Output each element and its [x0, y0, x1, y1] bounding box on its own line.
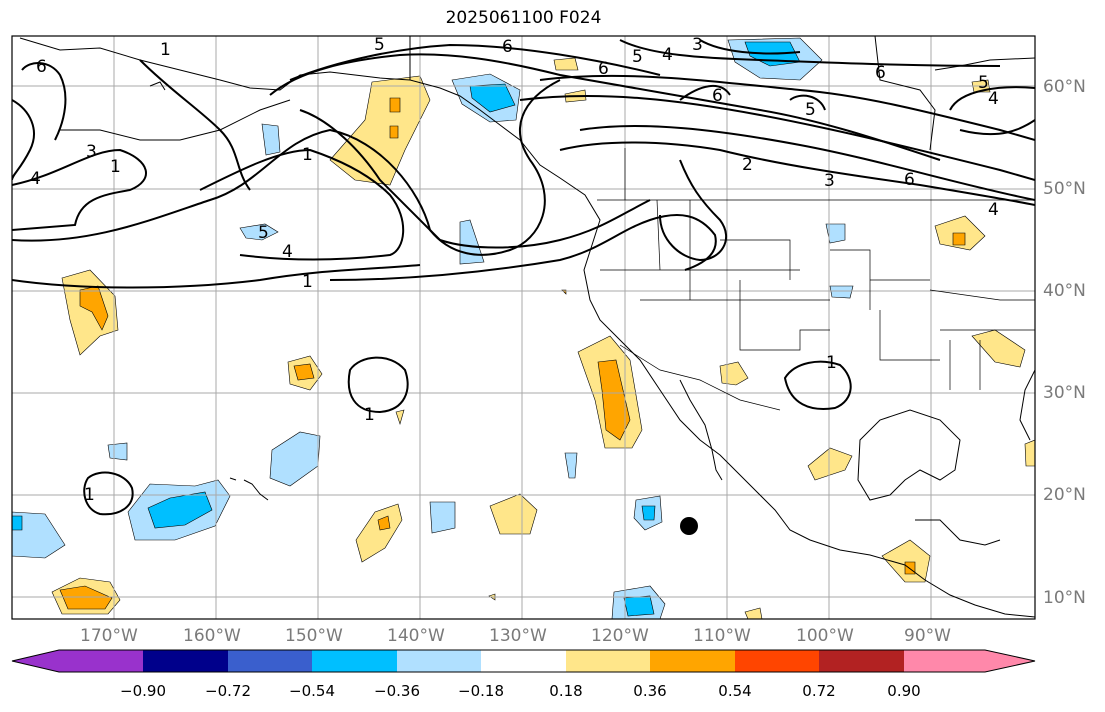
- latitude-label: 30°N: [1043, 383, 1086, 403]
- contour-label: 3: [824, 171, 835, 191]
- contour-label: 6: [904, 170, 915, 190]
- longitude-label: 160°W: [183, 626, 241, 646]
- colorbar-tick-label: 0.72: [802, 682, 836, 700]
- contour-label: 1: [364, 405, 375, 425]
- contour-label: 6: [712, 86, 723, 106]
- contour-label: 1: [84, 485, 95, 505]
- negative-anomaly-shading: [12, 37, 854, 619]
- latitude-label: 10°N: [1043, 588, 1086, 608]
- contour-label: 1: [160, 40, 171, 60]
- longitude-label: 170°W: [80, 626, 138, 646]
- map-title: 2025061100 F024: [445, 8, 602, 28]
- latitude-label: 40°N: [1043, 281, 1086, 301]
- colorbar-tick-label: −0.18: [458, 682, 504, 700]
- contour-label: 3: [692, 35, 703, 55]
- longitude-label: 90°W: [904, 626, 951, 646]
- longitude-label: 140°W: [387, 626, 445, 646]
- longitude-label: 120°W: [591, 626, 649, 646]
- contour-label: 5: [632, 47, 643, 67]
- contour-label: 5: [978, 73, 989, 93]
- contour-label: 5: [258, 223, 269, 243]
- contour-label: 1: [302, 272, 313, 292]
- contour-label: 5: [805, 100, 816, 120]
- contour-label: 6: [598, 59, 609, 79]
- colorbar-tick-label: 0.36: [633, 682, 667, 700]
- contour-label: 4: [988, 89, 999, 109]
- longitude-label: 100°W: [796, 626, 854, 646]
- contour-label: 5: [374, 35, 385, 55]
- colorbar-tick-label: 0.54: [718, 682, 752, 700]
- contour-label: 1: [110, 157, 121, 177]
- longitude-label: 150°W: [285, 626, 343, 646]
- contour-label-group: 1 5 6 5 4 3 6 6 6 5 5 4 2 3 6 4 1 4 1 5 …: [30, 35, 999, 505]
- contour-label: 2: [742, 155, 753, 175]
- contour-label: 6: [875, 63, 886, 83]
- colorbar-tick-label: −0.90: [120, 682, 166, 700]
- contour-label: 4: [282, 242, 293, 262]
- political-borders: [597, 148, 1035, 411]
- contour-label: 3: [86, 142, 97, 162]
- colorbar-tick-label: 0.90: [887, 682, 921, 700]
- positive-anomaly-shading: [51, 57, 1035, 619]
- contour-label: 4: [988, 200, 999, 220]
- colorbar-tick-label: 0.18: [549, 682, 583, 700]
- latitude-label: 20°N: [1043, 485, 1086, 505]
- longitude-label: 130°W: [489, 626, 547, 646]
- contour-label: 1: [302, 145, 313, 165]
- marker-dot: [680, 517, 698, 535]
- contour-label: 6: [502, 37, 513, 57]
- contour-label: 6: [36, 57, 47, 77]
- latitude-label: 60°N: [1043, 77, 1086, 97]
- longitude-label: 110°W: [693, 626, 751, 646]
- colorbar-tick-label: −0.72: [205, 682, 251, 700]
- colorbar-tick-label: −0.54: [289, 682, 335, 700]
- coastlines: [19, 36, 1035, 618]
- map-frame: [11, 35, 1036, 620]
- latitude-label: 50°N: [1043, 179, 1086, 199]
- contour-label: 1: [826, 353, 837, 373]
- contour-label: 4: [662, 45, 673, 65]
- contour-label: 4: [30, 169, 41, 189]
- colorbar-tick-label: −0.36: [374, 682, 420, 700]
- contour-lines: [12, 39, 1035, 516]
